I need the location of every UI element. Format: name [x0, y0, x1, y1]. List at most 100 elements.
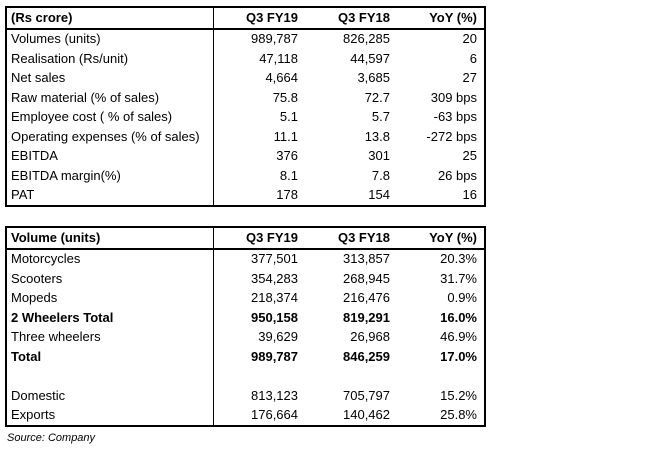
value-q3fy19: 5.1 [279, 109, 298, 125]
value-q3fy19: 218,374 [251, 290, 298, 306]
table-gap [5, 207, 652, 226]
value-yoy: 309 bps [430, 89, 477, 105]
col-header-volume-units: Volume (units) [6, 227, 214, 250]
volume-breakup-table: Volume (units) Q3 FY19 Q3 FY18 YoY (%) M… [5, 226, 486, 427]
table-row: Realisation (Rs/unit) 47,118 44,597 6 [6, 49, 485, 69]
table-row: Exports 176,664 140,462 25.8% [6, 405, 485, 426]
value-q3fy18: 819,291 [343, 309, 390, 325]
table-header-row: Volume (units) Q3 FY19 Q3 FY18 YoY (%) [6, 227, 485, 250]
value-yoy: 31.7% [440, 270, 477, 286]
row-label: EBITDA [6, 146, 214, 166]
value-yoy: -272 bps [426, 128, 477, 144]
value-q3fy18: 301 [368, 148, 390, 164]
source-note: Source: Company [7, 432, 96, 444]
value-q3fy18: 846,259 [343, 348, 390, 364]
value-q3fy18: 216,476 [343, 290, 390, 306]
row-label: Realisation (Rs/unit) [6, 49, 214, 69]
value-q3fy19: 377,501 [251, 251, 298, 267]
row-label: Domestic [6, 386, 214, 406]
value-q3fy19: 178 [276, 187, 298, 203]
table-row: Volumes (units) 989,787 826,285 20 [6, 28, 485, 49]
value-q3fy18 [305, 367, 397, 387]
col-header-rs-crore: (Rs crore) [6, 7, 214, 30]
value-q3fy19: 950,158 [251, 309, 298, 325]
row-label: Raw material (% of sales) [6, 88, 214, 108]
value-q3fy18: 140,462 [343, 407, 390, 423]
table-row: Raw material (% of sales) 75.8 72.7 309 … [6, 88, 485, 108]
row-label: Motorcycles [6, 248, 214, 269]
table-row: Three wheelers 39,629 26,968 46.9% [6, 327, 485, 347]
value-q3fy18: 7.8 [371, 167, 390, 183]
value-q3fy19: 47,118 [259, 50, 298, 66]
value-q3fy18: 154 [368, 187, 390, 203]
value-yoy: 27 [462, 70, 477, 86]
value-q3fy19: 4,664 [265, 70, 298, 86]
row-label: Net sales [6, 68, 214, 88]
value-q3fy18: 3,685 [357, 70, 390, 86]
value-yoy: 20 [462, 31, 477, 47]
value-yoy: 15.2% [440, 387, 477, 403]
row-label: Scooters [6, 269, 214, 289]
value-yoy: 17.0% [440, 348, 477, 364]
table-row: Operating expenses (% of sales) 11.1 13.… [6, 127, 485, 147]
col-header-q3fy18: Q3 FY18 [305, 227, 397, 250]
value-q3fy18: 705,797 [343, 387, 390, 403]
table-row-total: Total 989,787 846,259 17.0% [6, 347, 485, 367]
value-yoy: 6 [469, 50, 477, 66]
col-header-yoy: YoY (%) [397, 7, 485, 30]
value-yoy: 0.9% [447, 290, 477, 306]
row-label: 2 Wheelers Total [6, 308, 214, 328]
col-header-q3fy19: Q3 FY19 [213, 227, 305, 250]
value-yoy: 25.8% [440, 407, 477, 423]
quarterly-financials-table: (Rs crore) Q3 FY19 Q3 FY18 YoY (%) Volum… [5, 6, 486, 207]
value-q3fy18: 44,597 [350, 50, 390, 66]
value-q3fy19: 989,787 [251, 348, 298, 364]
value-q3fy19 [213, 367, 305, 387]
row-label: Total [6, 347, 214, 367]
table-row: Net sales 4,664 3,685 27 [6, 68, 485, 88]
table-row-blank [6, 366, 485, 387]
row-label: Three wheelers [6, 327, 214, 347]
value-q3fy18: 26,968 [350, 329, 390, 345]
row-label: Volumes (units) [6, 28, 214, 49]
value-q3fy18: 268,945 [343, 270, 390, 286]
row-label: EBITDA margin(%) [6, 166, 214, 186]
value-yoy [397, 367, 485, 387]
table-row: Scooters 354,283 268,945 31.7% [6, 269, 485, 289]
value-yoy: 16.0% [440, 309, 477, 325]
table-row: EBITDA 376 301 25 [6, 146, 485, 166]
row-label: Exports [6, 405, 214, 426]
table-row: PAT 178 154 16 [6, 185, 485, 206]
col-header-q3fy19: Q3 FY19 [213, 7, 305, 30]
table-row: EBITDA margin(%) 8.1 7.8 26 bps [6, 166, 485, 186]
col-header-yoy: YoY (%) [397, 227, 485, 250]
value-q3fy19: 354,283 [251, 270, 298, 286]
value-q3fy19: 176,664 [251, 407, 298, 423]
table-row: Mopeds 218,374 216,476 0.9% [6, 288, 485, 308]
value-q3fy19: 39,629 [258, 329, 298, 345]
value-q3fy18: 826,285 [343, 31, 390, 47]
value-yoy: 46.9% [440, 329, 477, 345]
row-label: Employee cost ( % of sales) [6, 107, 214, 127]
table-row-subtotal: 2 Wheelers Total 950,158 819,291 16.0% [6, 308, 485, 328]
value-yoy: 25 [462, 148, 477, 164]
table-row: Employee cost ( % of sales) 5.1 5.7 -63 … [6, 107, 485, 127]
value-q3fy19: 989,787 [251, 31, 298, 47]
row-label: Operating expenses (% of sales) [6, 127, 214, 147]
value-yoy: 20.3% [440, 251, 477, 267]
value-q3fy19: 75.8 [272, 89, 298, 105]
value-yoy: 26 bps [437, 167, 477, 183]
row-label: Mopeds [6, 288, 214, 308]
table-row: Motorcycles 377,501 313,857 20.3% [6, 248, 485, 269]
value-q3fy18: 13.8 [364, 128, 390, 144]
value-q3fy19: 11.1 [273, 128, 298, 144]
table-row: Domestic 813,123 705,797 15.2% [6, 386, 485, 406]
report-page: (Rs crore) Q3 FY19 Q3 FY18 YoY (%) Volum… [5, 6, 652, 444]
value-yoy: 16 [462, 187, 477, 203]
value-yoy: -63 bps [433, 109, 477, 125]
row-label: PAT [6, 185, 214, 206]
value-q3fy18: 5.7 [371, 109, 390, 125]
value-q3fy18: 313,857 [343, 251, 390, 267]
value-q3fy19: 376 [276, 148, 298, 164]
col-header-q3fy18: Q3 FY18 [305, 7, 397, 30]
